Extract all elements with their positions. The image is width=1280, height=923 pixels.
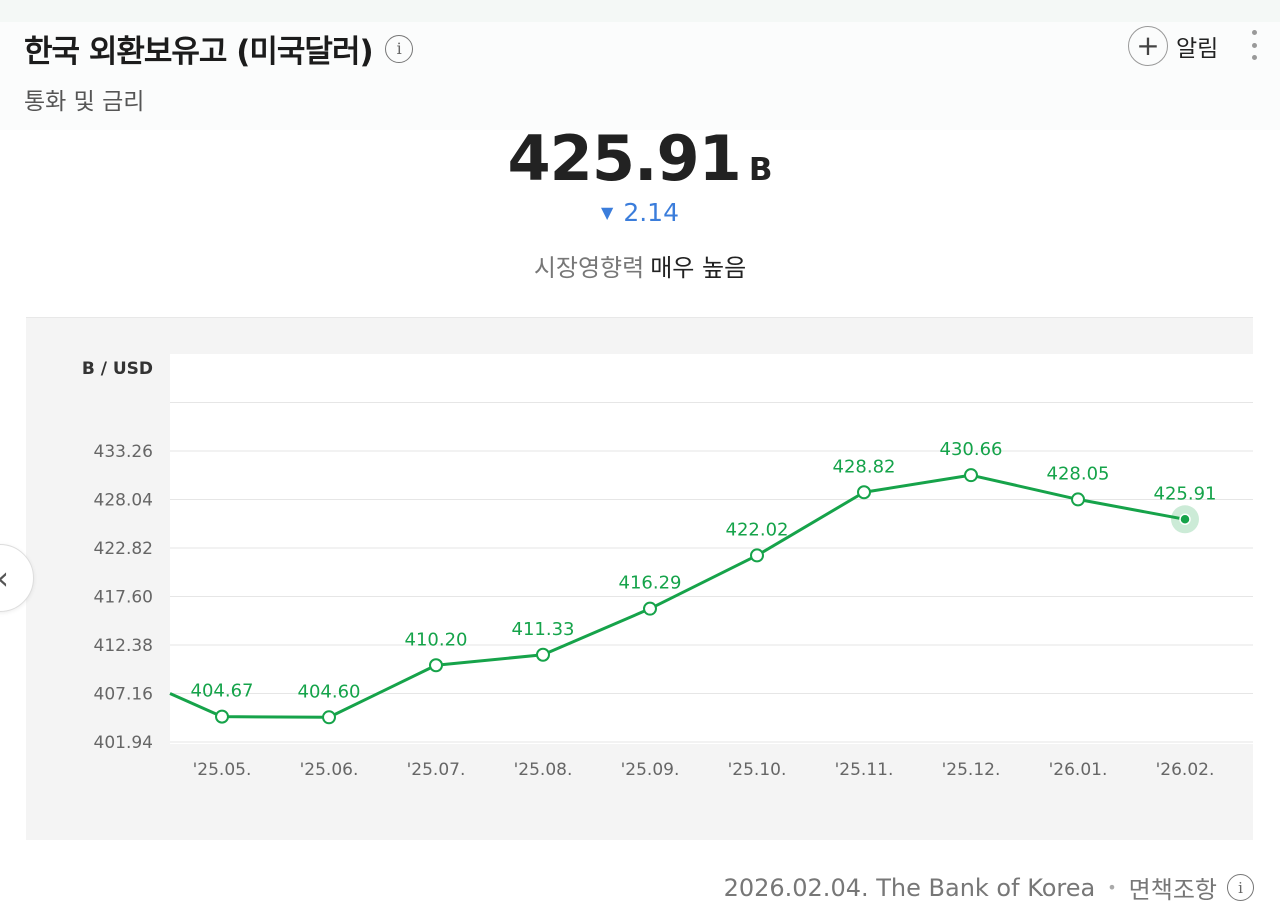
data-point[interactable] <box>322 710 336 725</box>
data-point[interactable] <box>215 709 229 724</box>
x-tick-label: '26.02. <box>1156 760 1215 780</box>
category-subtitle: 통화 및 금리 <box>24 89 145 115</box>
y-tick-label: 428.04 <box>94 491 153 511</box>
x-tick-label: '25.12. <box>942 760 1001 780</box>
plot-area <box>170 354 1253 744</box>
x-tick-label: '25.08. <box>514 760 573 780</box>
footer: 2026.02.04. The Bank of Korea • 면책조항 i <box>724 870 1254 905</box>
data-label: 404.67 <box>191 681 254 702</box>
current-value-number: 425.91 <box>507 122 742 195</box>
page-title-text: 한국 외환보유고 (미국달러) <box>24 34 374 70</box>
info-icon[interactable]: i <box>384 34 413 63</box>
data-point[interactable] <box>1071 492 1085 507</box>
x-tick-label: '26.01. <box>1049 760 1108 780</box>
footer-source: The Bank of Korea <box>876 873 1096 902</box>
data-label: 416.29 <box>619 573 682 594</box>
footer-separator: • <box>1107 878 1117 897</box>
y-tick-label: 422.82 <box>94 539 153 559</box>
data-point[interactable] <box>429 658 443 673</box>
data-point[interactable] <box>857 485 871 500</box>
data-point-current[interactable] <box>1179 513 1191 526</box>
x-tick-label: '25.10. <box>728 760 787 780</box>
change-value: 2.14 <box>623 198 679 227</box>
data-label: 411.33 <box>512 619 575 640</box>
alarm-label: 알림 <box>1176 36 1219 62</box>
info-icon[interactable]: i <box>1227 874 1254 901</box>
x-tick-label: '25.09. <box>621 760 680 780</box>
x-tick-label: '25.05. <box>193 760 252 780</box>
market-impact: 시장영향력 매우 높음 <box>0 248 1280 283</box>
more-vertical-icon[interactable] <box>1248 30 1260 60</box>
header-bar <box>0 0 1280 130</box>
footer-date: 2026.02.04. <box>723 873 869 902</box>
change-indicator: ▼ 2.14 <box>0 198 1280 227</box>
data-point[interactable] <box>536 647 550 662</box>
alarm-button[interactable]: + 알림 <box>1128 26 1218 66</box>
current-value-unit: B <box>748 152 773 188</box>
data-label: 404.60 <box>298 681 361 702</box>
y-tick-label: 433.26 <box>94 442 153 462</box>
data-label: 410.20 <box>405 629 468 650</box>
data-point[interactable] <box>964 468 978 483</box>
data-label: 425.91 <box>1154 483 1217 504</box>
data-label: 422.02 <box>726 519 789 540</box>
market-impact-value: 매우 높음 <box>650 254 747 282</box>
x-tick-label: '25.11. <box>835 760 894 780</box>
data-label: 430.66 <box>940 439 1003 460</box>
down-arrow-icon: ▼ <box>601 203 614 222</box>
y-tick-label: 401.94 <box>94 733 153 753</box>
y-tick-label: 412.38 <box>94 636 153 656</box>
data-label: 428.82 <box>833 456 896 477</box>
header-strip <box>0 0 1280 22</box>
page-title: 한국 외환보유고 (미국달러) i <box>24 26 413 71</box>
y-axis-label: B / USD <box>82 359 153 379</box>
x-tick-label: '25.07. <box>407 760 466 780</box>
chevron-left-icon: ‹ <box>0 559 9 597</box>
data-label: 428.05 <box>1047 463 1110 484</box>
current-value: 425.91 B <box>0 122 1280 195</box>
data-point[interactable] <box>750 548 764 563</box>
market-impact-label: 시장영향력 <box>533 254 645 282</box>
x-tick-label: '25.06. <box>300 760 359 780</box>
data-point[interactable] <box>643 601 657 616</box>
disclaimer-link[interactable]: 면책조항 <box>1128 876 1217 904</box>
y-tick-label: 417.60 <box>94 588 153 608</box>
y-tick-label: 407.16 <box>94 685 153 705</box>
plus-icon: + <box>1128 26 1168 66</box>
